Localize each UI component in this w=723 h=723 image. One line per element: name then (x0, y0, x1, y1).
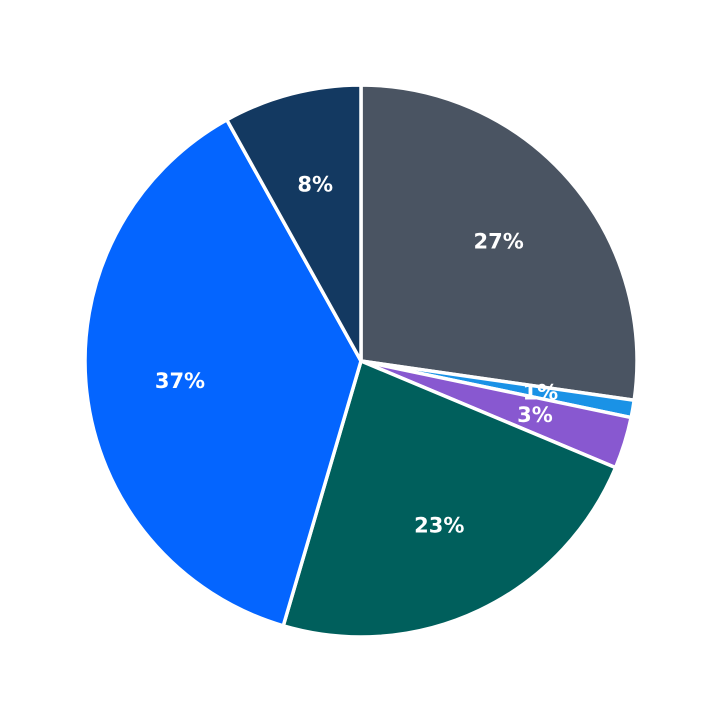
pie-slices (83, 83, 639, 639)
slice-percent-label: 23% (414, 513, 464, 537)
pie-slice (281, 359, 618, 639)
pie-slice (83, 118, 363, 628)
slice-percent-label: 27% (474, 230, 524, 254)
pie-slice (225, 83, 363, 363)
pie-labels: 27% 1%3% 23% 37% 8% (155, 173, 558, 538)
pie-slice (359, 83, 639, 403)
slice-percent-label: 37% (155, 369, 205, 393)
slice-percent-label: 1% (523, 381, 559, 405)
slice-percent-label: 8% (297, 173, 333, 197)
slice-percent-label: 3% (517, 403, 553, 427)
